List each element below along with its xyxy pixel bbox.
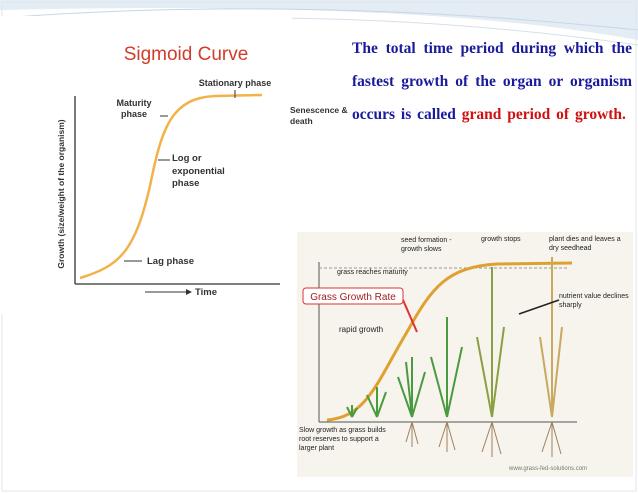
y-axis-label: Growth (size/weight of the organism) <box>56 119 66 268</box>
label-log: Log or exponential phase <box>172 153 225 189</box>
label-senescence: Senescence & death <box>290 105 348 126</box>
grass-figure: Grass Growth Rate rapid growth grass rea… <box>297 232 633 477</box>
paragraph-text: The total time period during which the f… <box>352 40 632 123</box>
label-nutrient: nutrient value declines sharply <box>559 293 629 309</box>
label-maturity-grass: grass reaches maturity <box>337 269 408 276</box>
label-rate: Grass Growth Rate <box>310 292 396 303</box>
paragraph-highlight: grand period of growth. <box>461 106 626 123</box>
label-slow: Slow growth as grass builds root reserve… <box>299 427 386 452</box>
label-stops: growth stops <box>481 236 521 243</box>
source-watermark: www.grass-fed-solutions.com <box>508 466 587 472</box>
figure-title: Sigmoid Curve <box>124 44 249 65</box>
label-maturity: Maturity phase <box>116 98 152 119</box>
label-dies: plant dies and leaves a dry seedhead <box>549 236 621 252</box>
label-seed: seed formation - growth slows <box>401 237 452 253</box>
definition-paragraph: The total time period during which the f… <box>352 32 632 131</box>
label-stationary: Stationary phase <box>199 78 272 88</box>
label-rapid: rapid growth <box>339 325 383 334</box>
x-axis-label: Time <box>195 287 217 298</box>
label-lag: Lag phase <box>147 256 194 267</box>
sigmoid-figure: Sigmoid Curve Growth (size/weight of the… <box>0 16 292 314</box>
